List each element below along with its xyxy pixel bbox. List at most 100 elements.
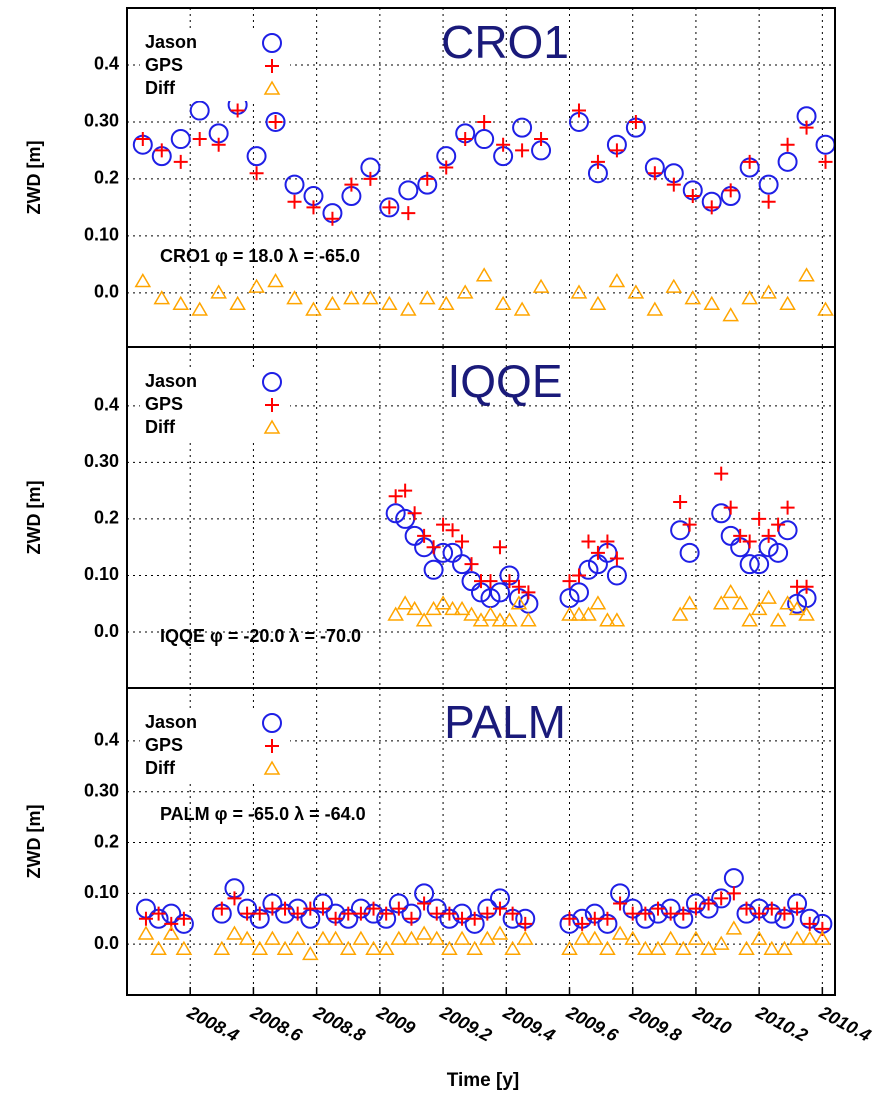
diff-point [817, 301, 834, 316]
legend-marker [263, 760, 281, 775]
gps-point [467, 911, 482, 926]
x-tick-label: 2010.4 [815, 1002, 874, 1046]
legend-background [140, 394, 290, 417]
diff-point [289, 930, 306, 945]
gps-point [455, 911, 470, 926]
gps-point [429, 906, 444, 921]
gps-point [502, 574, 517, 589]
diff-point [779, 295, 796, 311]
diff-point [343, 290, 360, 305]
diff-point [248, 278, 265, 293]
jason-point [284, 174, 305, 195]
gps-point [388, 489, 403, 504]
legend-label: Diff [145, 758, 176, 778]
y-tick-label: 0.4 [94, 54, 119, 74]
gps-point [752, 906, 767, 921]
gps-point [464, 557, 479, 572]
gps-point [752, 511, 767, 526]
diff-point [589, 295, 607, 311]
gps-point [496, 137, 511, 152]
gps-point [761, 528, 776, 543]
jason-point [474, 129, 495, 150]
gps-point [518, 916, 533, 931]
gps-point [562, 911, 577, 926]
diff-point [681, 595, 698, 610]
gps-point [647, 166, 662, 181]
gps-point [511, 579, 526, 594]
diff-point [561, 940, 578, 956]
gps-point [249, 166, 264, 181]
diff-point [479, 930, 496, 945]
gps-point [328, 911, 343, 926]
diff-point [684, 290, 702, 305]
x-tick-label: 2008.8 [310, 1002, 369, 1046]
diff-point [712, 935, 730, 950]
gps-point [733, 528, 748, 543]
jason-point [423, 559, 444, 580]
legend-background [140, 758, 290, 781]
gps-point [315, 901, 330, 916]
legend-marker [262, 33, 282, 53]
gps-point [492, 540, 507, 555]
y-tick-label: 0.4 [94, 730, 119, 750]
y-tick-label: 0.2 [94, 508, 119, 528]
legend-label: GPS [145, 735, 183, 755]
diff-point [570, 606, 588, 621]
gps-point [407, 506, 422, 521]
gps-point [714, 891, 729, 906]
gps-point [477, 114, 492, 129]
gps-point [723, 183, 738, 198]
jason-point [512, 117, 533, 138]
gps-point [571, 103, 586, 118]
gps-point [442, 906, 457, 921]
x-tick-label: 2010 [689, 1002, 735, 1039]
diff-point [504, 940, 521, 956]
gps-point [777, 906, 792, 921]
diff-point [213, 940, 231, 956]
gps-point [685, 189, 700, 204]
diff-point [722, 583, 740, 599]
jason-point [723, 868, 744, 889]
jason-point [777, 151, 798, 172]
jason-point [768, 542, 789, 563]
diff-point [150, 940, 167, 956]
plot-frame [126, 687, 836, 996]
annotation: CRO1 φ = 18.0 λ = -65.0 [160, 246, 360, 266]
diff-point [712, 595, 730, 610]
diff-point [437, 295, 455, 311]
gps-point [353, 906, 368, 921]
diff-point [671, 606, 689, 621]
legend-marker [263, 419, 281, 434]
gps-point [366, 901, 381, 916]
diff-point [210, 284, 227, 299]
diff-point [731, 595, 749, 610]
jason-point [815, 134, 836, 155]
diff-point [251, 940, 269, 956]
gps-point [688, 901, 703, 916]
gps-point [818, 154, 833, 169]
gps-point [723, 500, 738, 515]
gps-point [306, 200, 321, 215]
gps-point [575, 916, 590, 931]
diff-point [387, 606, 404, 621]
diff-point [276, 940, 294, 956]
panel-title: PALM [444, 696, 566, 748]
diff-point [267, 272, 284, 288]
y-tick-label: 0.4 [94, 395, 119, 415]
y-tick-label: 0.30 [84, 780, 119, 800]
jason-point [170, 129, 191, 150]
gps-point [492, 901, 507, 916]
diff-point [738, 940, 755, 956]
diff-point [580, 606, 597, 621]
gps-point [739, 901, 754, 916]
legend-label: Jason [145, 371, 197, 391]
diff-point [434, 595, 452, 610]
diff-point [327, 930, 344, 945]
legend-label: GPS [145, 55, 183, 75]
diff-point [687, 930, 705, 945]
legend-label: Jason [145, 32, 197, 52]
jason-point [749, 554, 770, 575]
diff-point [561, 606, 578, 621]
y-axis-label: ZWD [m] [24, 481, 44, 555]
